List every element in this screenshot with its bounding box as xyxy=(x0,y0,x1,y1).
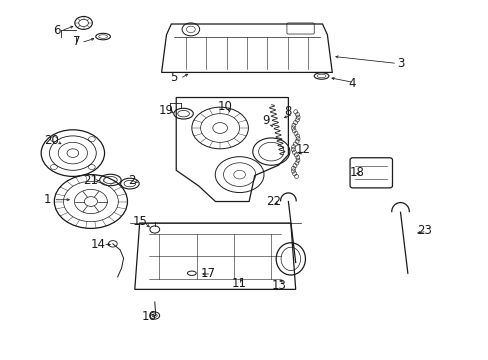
Text: 9: 9 xyxy=(262,114,270,127)
Text: 22: 22 xyxy=(265,195,281,208)
Text: 8: 8 xyxy=(284,105,291,118)
Text: 10: 10 xyxy=(217,100,232,113)
Text: 7: 7 xyxy=(72,35,80,49)
Text: 20: 20 xyxy=(44,134,59,147)
Text: 14: 14 xyxy=(91,238,105,251)
Text: 23: 23 xyxy=(417,224,431,237)
Text: 11: 11 xyxy=(232,278,246,291)
Text: 18: 18 xyxy=(348,166,364,179)
Text: 6: 6 xyxy=(53,24,61,37)
Text: 19: 19 xyxy=(159,104,174,117)
Text: 16: 16 xyxy=(142,310,157,323)
Text: 1: 1 xyxy=(43,193,51,206)
Text: 4: 4 xyxy=(347,77,355,90)
Text: 12: 12 xyxy=(295,143,310,156)
Text: 21: 21 xyxy=(83,174,98,186)
Text: 5: 5 xyxy=(170,71,177,84)
Text: 2: 2 xyxy=(128,174,136,186)
Text: 17: 17 xyxy=(200,267,215,280)
Text: 13: 13 xyxy=(271,279,285,292)
Text: 15: 15 xyxy=(132,215,147,228)
Text: 3: 3 xyxy=(396,57,404,70)
